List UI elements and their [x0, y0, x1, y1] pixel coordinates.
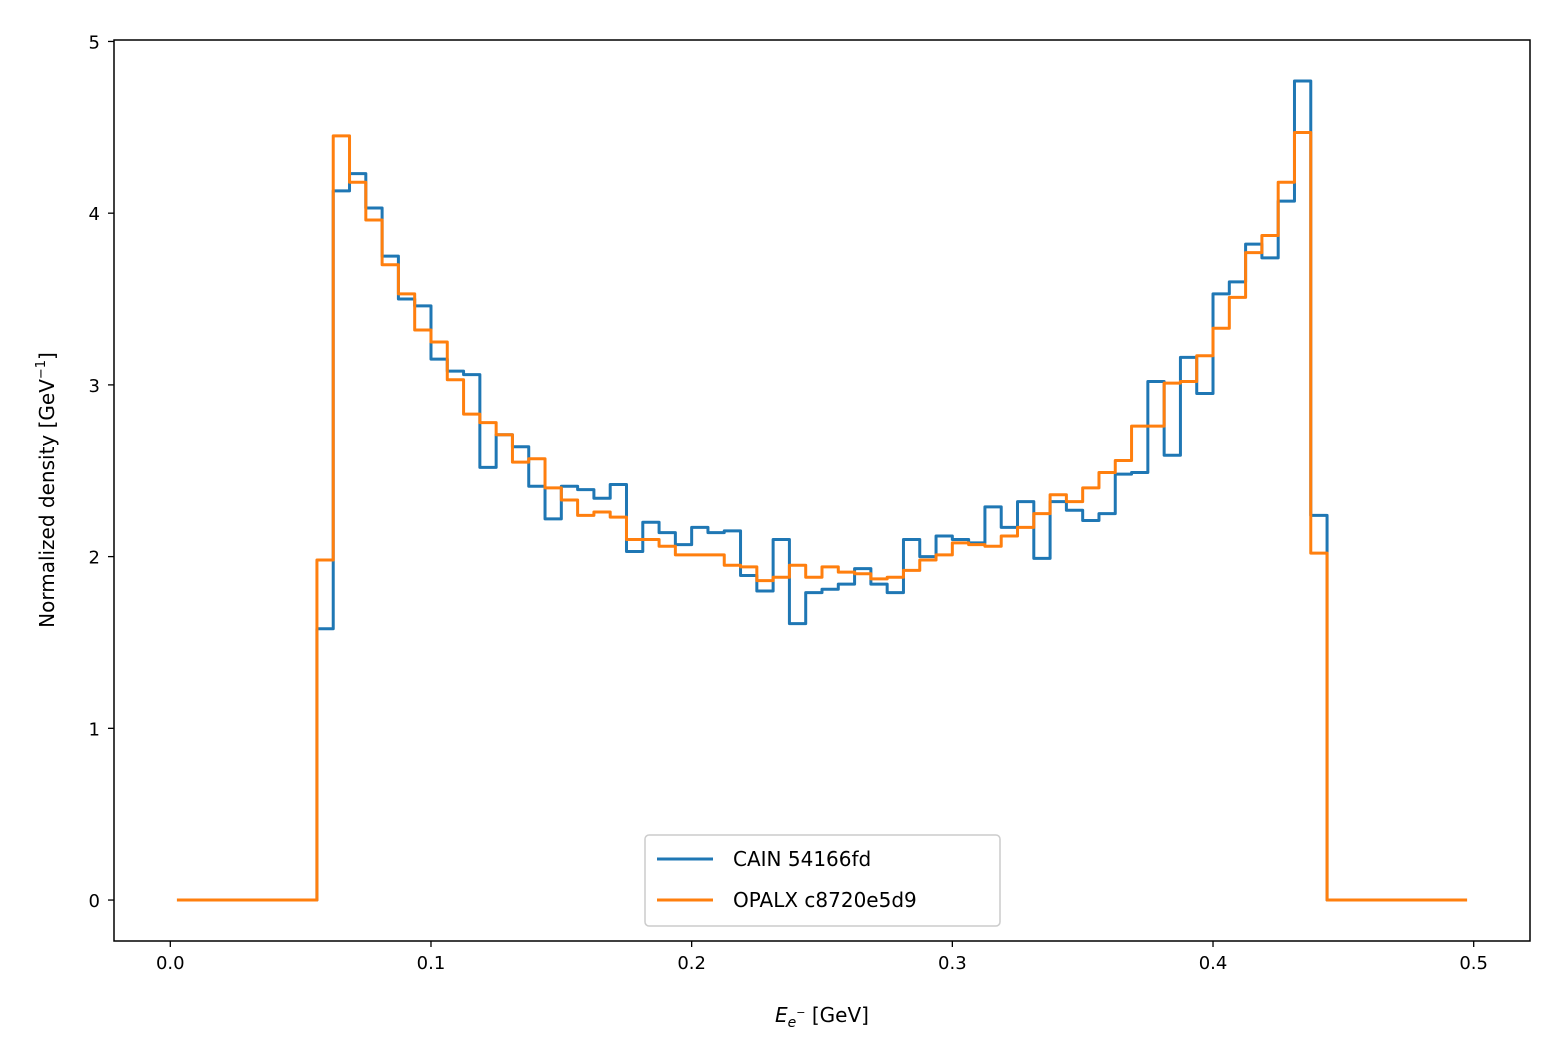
x-tick-label: 0.1 [417, 953, 446, 974]
y-tick-label: 4 [89, 204, 100, 225]
y-tick-label: 2 [89, 548, 100, 569]
plot-frame [113, 39, 1531, 942]
x-tick-label: 0.4 [1199, 953, 1228, 974]
y-axis: 0 1 2 3 4 5 [89, 32, 114, 912]
plot-background [114, 40, 1530, 941]
series-line-cain [176, 79, 1468, 902]
series-line-opalx [176, 130, 1468, 902]
y-tick-label: 5 [89, 32, 100, 53]
legend: CAIN 54166fd OPALX c8720e5d9 [644, 834, 1001, 927]
y-tick-label: 3 [89, 376, 100, 397]
x-axis: 0.0 0.1 0.2 0.3 0.4 0.5 [156, 941, 1488, 974]
y-tick-label: 0 [89, 891, 100, 912]
x-tick-label: 0.3 [938, 953, 967, 974]
legend-box [644, 834, 1001, 927]
x-tick-label: 0.2 [677, 953, 706, 974]
legend-label-cain: CAIN 54166fd [733, 847, 871, 871]
x-axis-label: Ee− [GeV] [775, 1003, 869, 1031]
x-tick-label: 0.5 [1459, 953, 1488, 974]
y-axis-label: Normalized density [GeV−1] [34, 352, 59, 628]
series-layer [176, 79, 1468, 902]
y-tick-label: 1 [89, 719, 100, 740]
x-tick-label: 0.0 [156, 953, 185, 974]
legend-label-opalx: OPALX c8720e5d9 [733, 888, 917, 912]
